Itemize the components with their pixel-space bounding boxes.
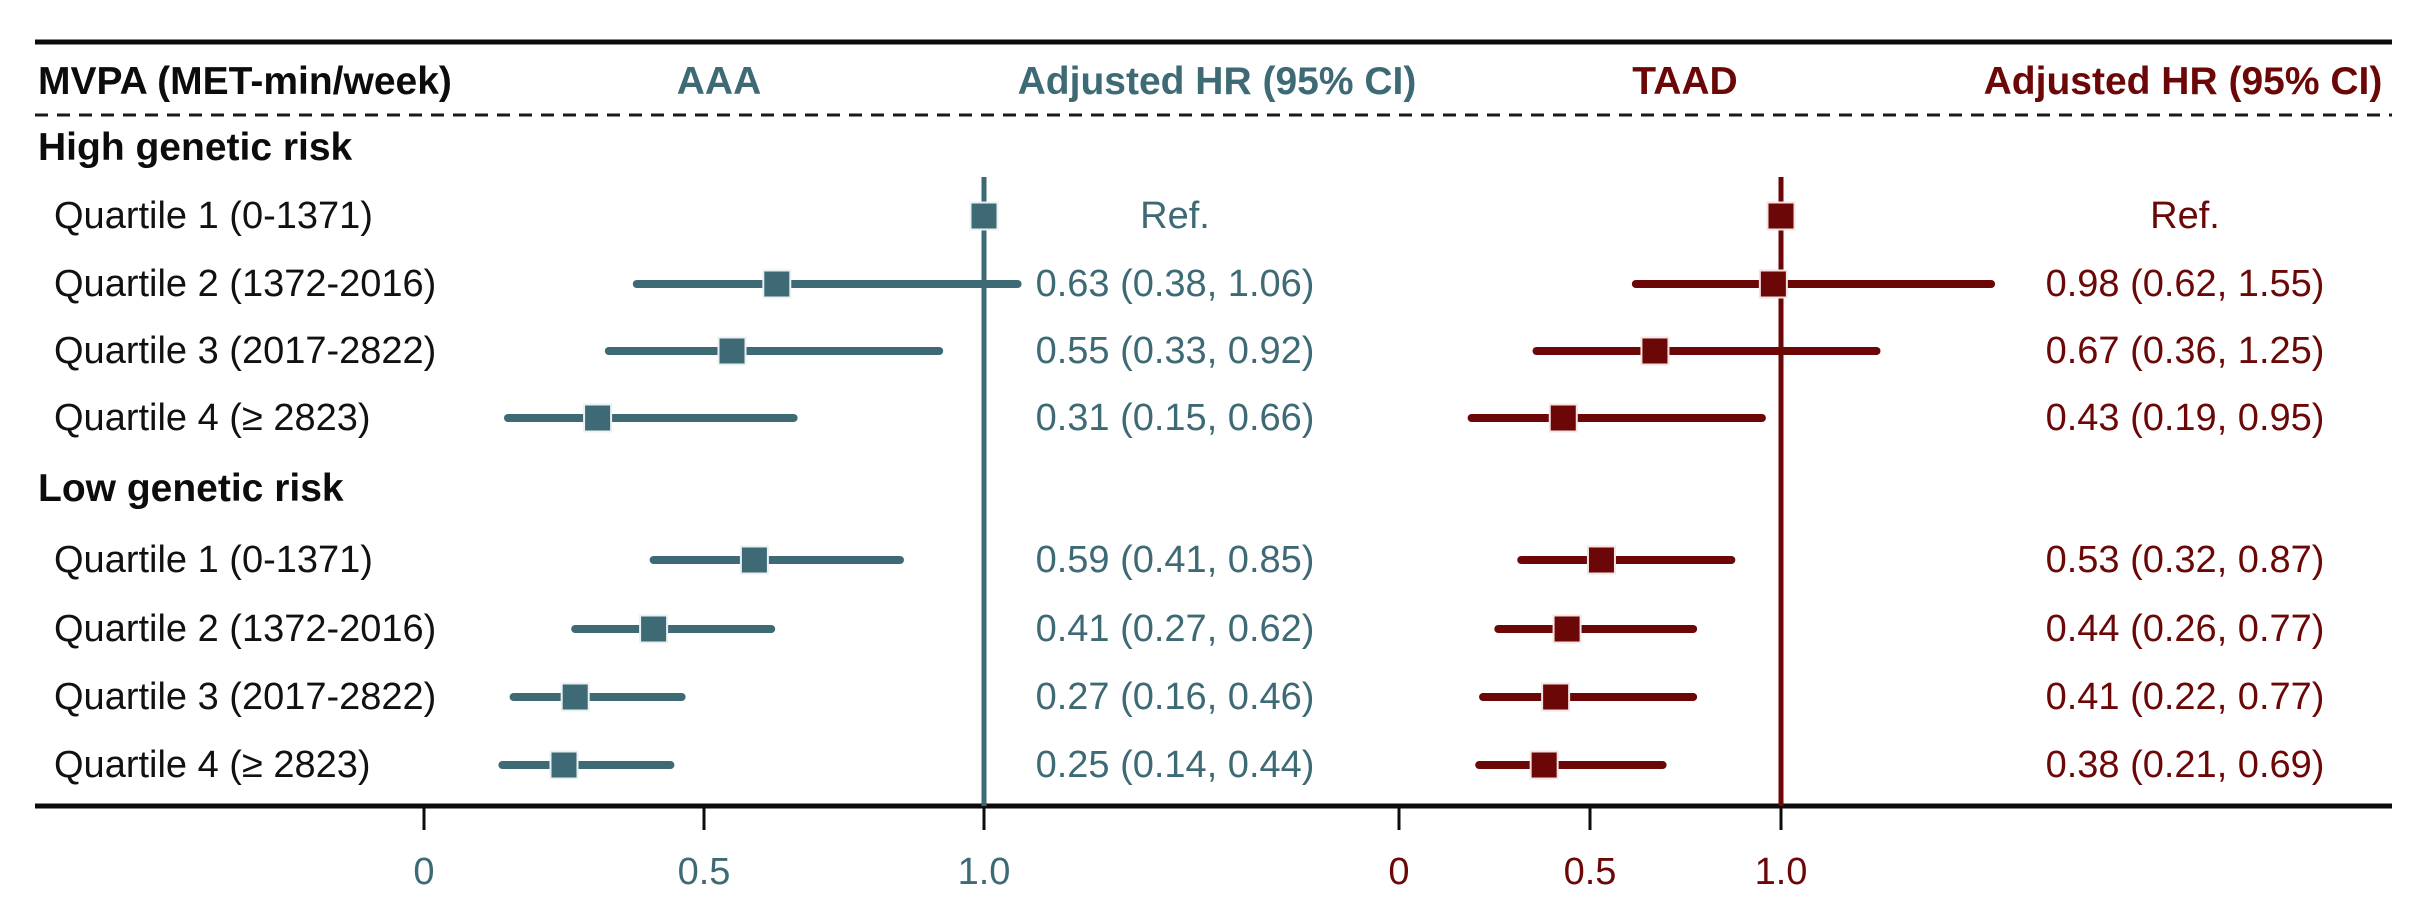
taad-x-tick-label-10: 1.0 — [1754, 851, 1808, 893]
row-label-q3-low: Quartile 3 (2017-2822) — [54, 676, 437, 718]
taad-x-tick-label-0: 0 — [1388, 851, 1410, 893]
aaa-point-square — [739, 545, 769, 575]
row-label-q2-low: Quartile 2 (1372-2016) — [54, 608, 437, 650]
aaa-point-square — [969, 201, 999, 231]
row-label-q2-high: Quartile 2 (1372-2016) — [54, 263, 437, 305]
aaa-hr-value-q4-high: 0.31 (0.15, 0.66) — [1035, 397, 1315, 439]
aaa-hr-value-q2-low: 0.41 (0.27, 0.62) — [1035, 608, 1315, 650]
taad-hr-value-q4-low: 0.38 (0.21, 0.69) — [2045, 744, 2325, 786]
taad-hr-value-q1-high: Ref. — [2150, 195, 2220, 237]
taad-hr-value-q2-low: 0.44 (0.26, 0.77) — [2045, 608, 2325, 650]
taad-point-square — [1766, 201, 1796, 231]
taad-point-square — [1529, 750, 1559, 780]
taad-hr-value-q3-low: 0.41 (0.22, 0.77) — [2045, 676, 2325, 718]
taad-point-square — [1541, 682, 1571, 712]
aaa-hr-value-q1-high: Ref. — [1140, 195, 1210, 237]
group-label-high-genetic-risk: High genetic risk — [38, 126, 353, 169]
taad-x-tick-label-05: 0.5 — [1563, 851, 1617, 893]
aaa-hr-value-q2-high: 0.63 (0.38, 1.06) — [1035, 263, 1315, 305]
column-header-taad-hr: Adjusted HR (95% CI) — [1983, 60, 2383, 103]
aaa-point-square — [762, 269, 792, 299]
aaa-point-square — [583, 403, 613, 433]
aaa-point-square — [639, 614, 669, 644]
taad-point-square — [1640, 336, 1670, 366]
aaa-hr-value-q4-low: 0.25 (0.14, 0.44) — [1035, 744, 1315, 786]
aaa-point-square — [549, 750, 579, 780]
aaa-point-square — [560, 682, 590, 712]
aaa-hr-value-q1-low: 0.59 (0.41, 0.85) — [1035, 539, 1315, 581]
aaa-hr-value-q3-high: 0.55 (0.33, 0.92) — [1035, 330, 1315, 372]
aaa-x-tick-label-0: 0 — [413, 851, 435, 893]
row-label-q4-high: Quartile 4 (≥ 2823) — [54, 397, 371, 439]
group-label-low-genetic-risk: Low genetic risk — [38, 467, 344, 510]
taad-hr-value-q1-low: 0.53 (0.32, 0.87) — [2045, 539, 2325, 581]
row-label-q4-low: Quartile 4 (≥ 2823) — [54, 744, 371, 786]
taad-point-square — [1548, 403, 1578, 433]
column-header-taad: TAAD — [1632, 60, 1738, 103]
row-label-q3-high: Quartile 3 (2017-2822) — [54, 330, 437, 372]
column-header-aaa-hr: Adjusted HR (95% CI) — [1017, 60, 1417, 103]
aaa-hr-value-q3-low: 0.27 (0.16, 0.46) — [1035, 676, 1315, 718]
row-label-q1-low: Quartile 1 (0-1371) — [54, 539, 373, 581]
taad-point-square — [1758, 269, 1788, 299]
aaa-x-tick-label-05: 0.5 — [677, 851, 731, 893]
taad-point-square — [1552, 614, 1582, 644]
column-header-aaa: AAA — [676, 60, 762, 103]
aaa-x-tick-label-10: 1.0 — [957, 851, 1011, 893]
taad-hr-value-q4-high: 0.43 (0.19, 0.95) — [2045, 397, 2325, 439]
taad-point-square — [1586, 545, 1616, 575]
taad-hr-value-q3-high: 0.67 (0.36, 1.25) — [2045, 330, 2325, 372]
taad-hr-value-q2-high: 0.98 (0.62, 1.55) — [2045, 263, 2325, 305]
aaa-point-square — [717, 336, 747, 366]
column-header-mvpa: MVPA (MET-min/week) — [38, 60, 452, 103]
row-label-q1-high: Quartile 1 (0-1371) — [54, 195, 373, 237]
